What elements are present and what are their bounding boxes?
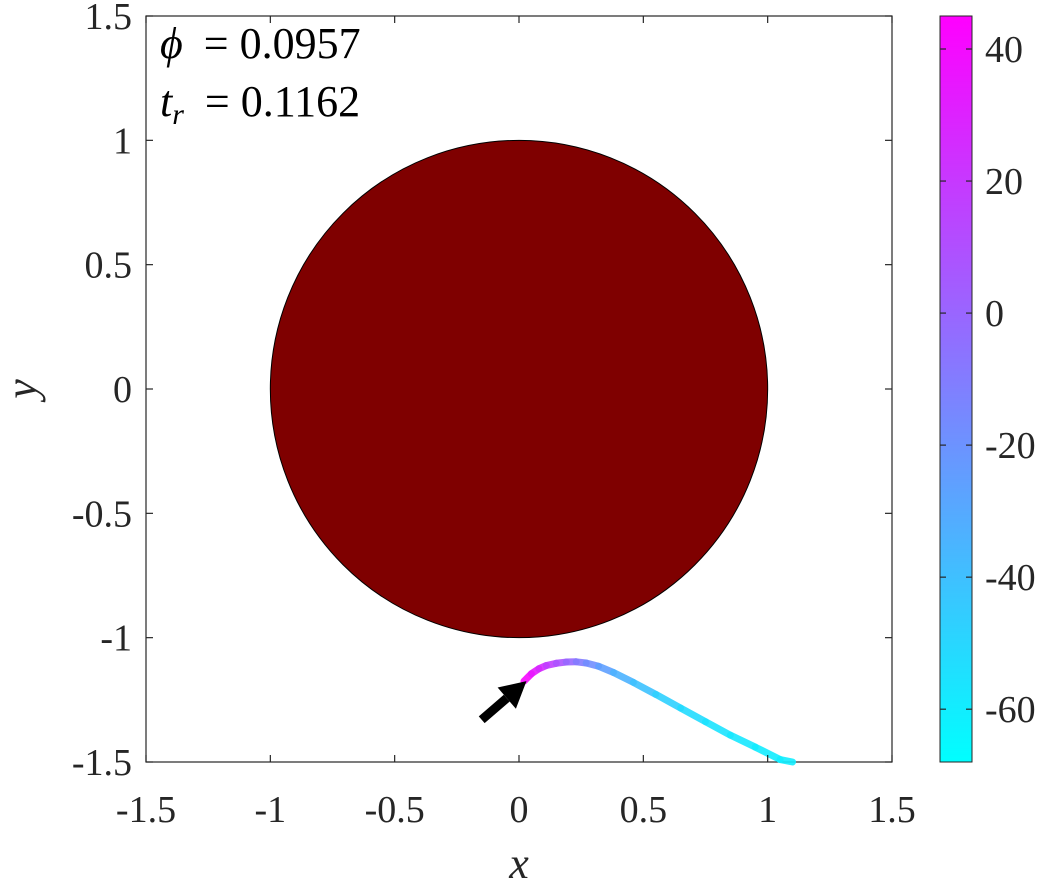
x-tick-label: -0.5 [365,789,425,831]
trajectory-segment [652,690,685,712]
x-axis-label: x [508,839,529,888]
phi-value: = 0.0957 [204,19,361,68]
y-tick-label: 1.5 [85,0,133,38]
y-axis-ticks: -1.5 -1 -0.5 0 0.5 1 1.5 [72,0,892,784]
phi-symbol: ϕ [160,19,183,68]
solid-disk [269,139,769,639]
x-axis-ticks: -1.5 -1 -0.5 0 0.5 1 1.5 [116,16,916,831]
colorbar-tick-label: 20 [985,161,1023,203]
x-tick-label: 0 [510,789,529,831]
tr-symbol: t [160,77,174,126]
arrow-head [497,681,527,709]
y-axis-label: y [0,379,46,403]
y-tick-label: 0 [113,369,132,411]
colorbar-ticks: 40 20 0 -20 -40 -60 [940,29,1036,731]
y-tick-label: 1 [113,120,132,162]
plot-content [269,139,797,766]
colorbar-tick-label: -60 [985,689,1036,731]
arrow-shaft [478,694,510,724]
x-tick-label: 1.5 [868,789,916,831]
x-tick-label: -1.5 [116,789,176,831]
colorbar [939,15,973,763]
phi-annotation: ϕ = 0.0957 [160,19,361,68]
trajectory-segment [776,756,797,766]
colorbar-tick-label: -40 [985,557,1036,599]
trajectory-segment [726,731,759,751]
arrow-marker [478,681,527,724]
tr-annotation: tr = 0.1162 [160,77,360,134]
colorbar-tick-label: 0 [985,293,1004,335]
trajectory-segment [677,704,709,726]
tr-value: = 0.1162 [205,77,360,126]
trajectory [520,658,797,766]
colorbar-tick-label: -20 [985,425,1036,467]
trajectory-segment [751,743,784,764]
colorbar-tick-label: 40 [985,29,1023,71]
tr-subscript: r [172,98,184,131]
trajectory-segment [629,678,660,698]
x-tick-label: -1 [255,789,287,831]
y-tick-label: 0.5 [85,245,133,287]
x-tick-label: 1 [758,789,777,831]
y-tick-label: -1 [100,618,132,660]
x-tick-label: 0.5 [620,789,668,831]
trajectory-segment [609,668,637,686]
y-tick-label: -1.5 [72,742,132,784]
trajectory-segment [702,718,734,739]
y-tick-label: -0.5 [72,493,132,535]
